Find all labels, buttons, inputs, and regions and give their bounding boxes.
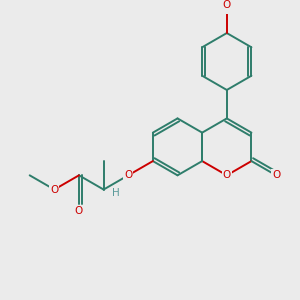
- Text: O: O: [223, 0, 231, 10]
- Text: O: O: [124, 170, 132, 180]
- Text: O: O: [50, 184, 58, 194]
- Text: H: H: [112, 188, 120, 198]
- Text: O: O: [272, 170, 280, 180]
- Text: O: O: [75, 206, 83, 216]
- Text: O: O: [223, 170, 231, 180]
